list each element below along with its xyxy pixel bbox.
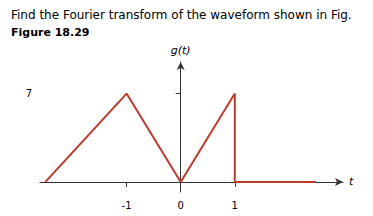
svg-text:t: t	[349, 175, 354, 188]
svg-text:-1: -1	[122, 200, 132, 211]
svg-text:1: 1	[232, 200, 238, 211]
svg-text:7: 7	[26, 88, 32, 99]
svg-text:0: 0	[177, 200, 183, 211]
svg-text:Find the Fourier transform of: Find the Fourier transform of the wavefo…	[11, 8, 352, 22]
svg-text:Figure 18.29: Figure 18.29	[11, 26, 90, 39]
svg-text:g(t): g(t)	[171, 44, 191, 57]
